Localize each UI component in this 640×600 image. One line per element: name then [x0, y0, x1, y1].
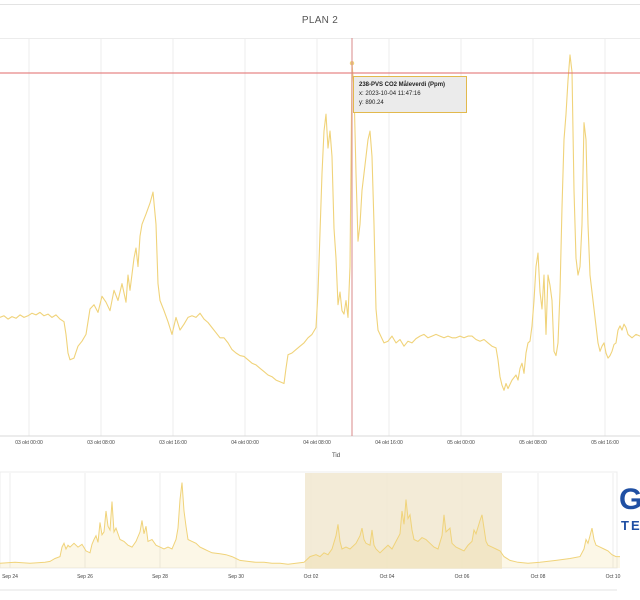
navigator-series — [0, 482, 620, 568]
tooltip-title: 238-PVS CO2 Måleverdi (Ppm) — [359, 82, 446, 88]
navigator-x-tick-label: Oct 06 — [455, 574, 470, 580]
navigator-x-tick-label: Sep 28 — [152, 574, 168, 580]
navigator-x-tick-label: Sep 30 — [228, 574, 244, 580]
main-x-tick-label: 04 okt 00:00 — [231, 440, 259, 446]
main-x-tick-label: 04 okt 16:00 — [375, 440, 403, 446]
series-line[interactable] — [0, 54, 640, 391]
main-x-tick-label: 03 okt 08:00 — [87, 440, 115, 446]
logo-mark: G — [619, 484, 640, 516]
main-x-tick-label: 05 okt 16:00 — [591, 440, 619, 446]
tooltip-x: x: 2023-10-04 11:47:16 — [359, 91, 421, 97]
main-x-tick-label: 03 okt 00:00 — [15, 440, 43, 446]
navigator-x-tick-label: Oct 10 — [606, 574, 621, 580]
navigator-x-tick-label: Sep 24 — [2, 574, 18, 580]
tooltip: 238-PVS CO2 Måleverdi (Ppm) x: 2023-10-0… — [353, 76, 467, 113]
top-border — [0, 4, 640, 5]
navigator-x-tick-label: Oct 08 — [531, 574, 546, 580]
main-x-tick-label: 05 okt 08:00 — [519, 440, 547, 446]
navigator-x-tick-label: Oct 02 — [304, 574, 319, 580]
main-x-tick-label: 04 okt 08:00 — [303, 440, 331, 446]
logo-subtext: TE — [621, 518, 640, 533]
tooltip-y: y: 890.24 — [359, 100, 384, 106]
company-logo: G TE — [617, 484, 640, 540]
navigator-area — [0, 482, 620, 568]
chart-title: PLAN 2 — [301, 15, 339, 26]
title-bar — [0, 5, 640, 39]
x-axis-title: Tid — [332, 453, 340, 459]
main-x-axis: 03 okt 00:00 03 okt 08:00 03 okt 16:00 04 o… — [15, 440, 619, 446]
navigator-x-tick-label: Oct 04 — [380, 574, 395, 580]
main-chart[interactable]: 03 okt 00:00 03 okt 08:00 03 okt 16:00 04 o… — [0, 0, 640, 465]
navigator-x-tick-label: Sep 26 — [77, 574, 93, 580]
navigator-x-axis: Sep 24 Sep 26 Sep 28 Sep 30 Oct 02 Oct 04 Oct … — [2, 574, 621, 580]
main-x-tick-label: 05 okt 00:00 — [447, 440, 475, 446]
navigator-line — [0, 482, 620, 565]
main-x-tick-label: 03 okt 16:00 — [159, 440, 187, 446]
